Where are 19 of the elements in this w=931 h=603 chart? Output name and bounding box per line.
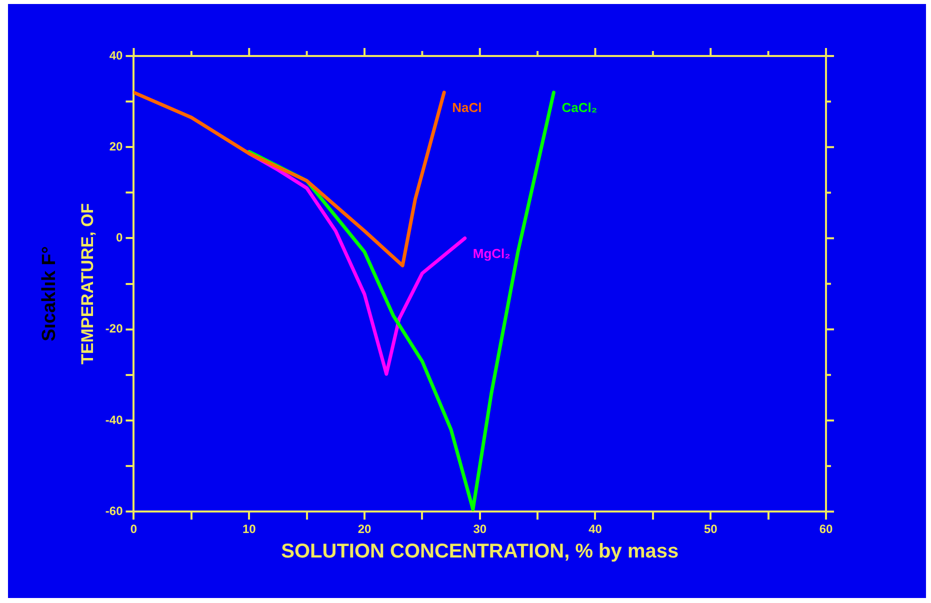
x-tick-label: 20 <box>358 522 372 536</box>
y-tick-label: 40 <box>109 48 124 62</box>
y-tick-label: 0 <box>116 230 124 245</box>
series-label: CaCl₂ <box>562 100 598 116</box>
x-tick-label: 0 <box>130 522 138 536</box>
y-tick-label: -60 <box>105 504 124 518</box>
series-label: MgCl₂ <box>472 246 511 261</box>
y-tick-label: 20 <box>109 139 124 154</box>
series-label: NaCl <box>452 100 482 116</box>
y-tick-label: -40 <box>105 412 124 427</box>
x-axis-title: SOLUTION CONCENTRATION, % by mass <box>281 540 679 563</box>
y-tick-label: -20 <box>105 322 124 336</box>
text: Sıcaklık F° <box>39 246 60 342</box>
x-tick-label: 60 <box>819 522 833 536</box>
x-tick-label: 50 <box>704 522 718 536</box>
x-tick-label: 40 <box>588 522 602 536</box>
y-axis-title: TEMPERATURE, OF <box>78 203 97 364</box>
x-tick-label: 10 <box>242 522 256 536</box>
x-tick-label: 30 <box>473 522 487 536</box>
